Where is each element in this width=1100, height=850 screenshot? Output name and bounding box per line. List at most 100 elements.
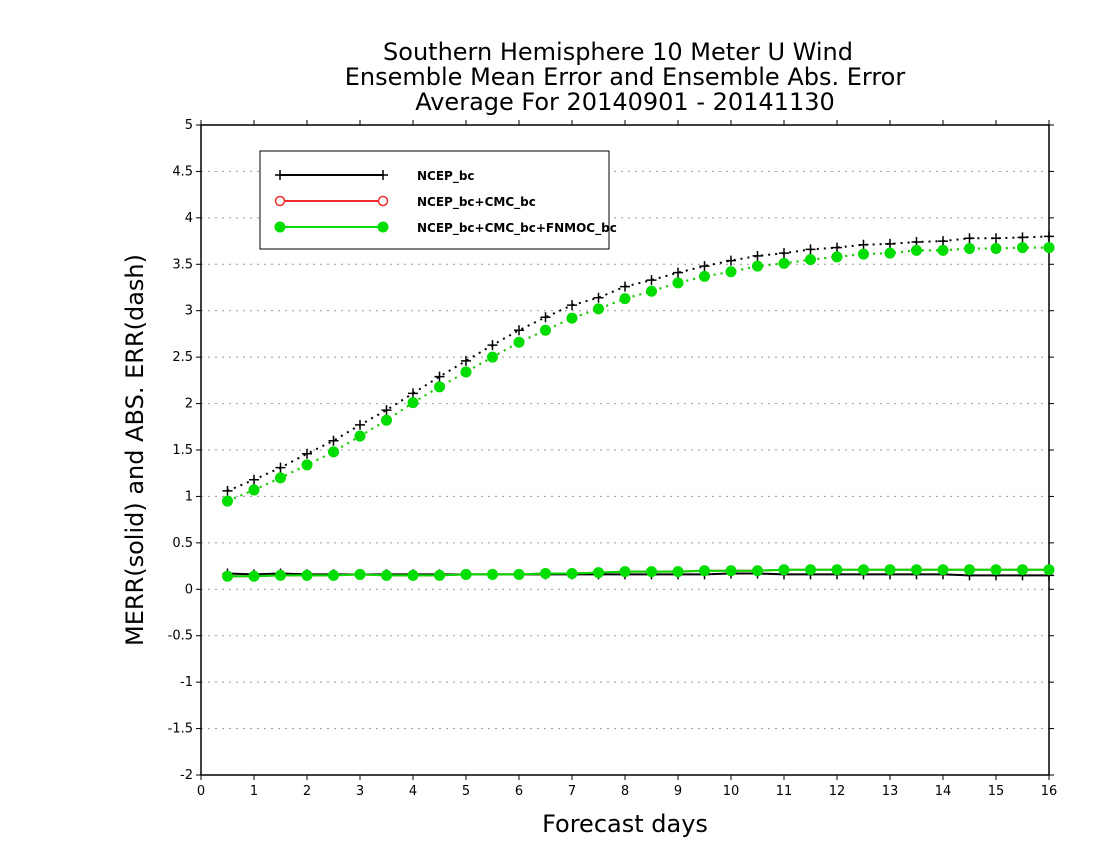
series-2-merr-point-25 [884, 564, 896, 576]
y-tick-label-13: 4.5 [172, 164, 193, 179]
series-0-abs-err-point-2 [275, 462, 286, 473]
series-0-abs-err-point-12 [540, 312, 551, 323]
title-line-1: Southern Hemisphere 10 Meter U Wind [383, 38, 853, 66]
series-2-merr-point-27 [937, 564, 949, 576]
series-2 [222, 242, 1055, 582]
series-0-abs-err-point-8 [434, 371, 445, 382]
series-2-merr-point-30 [1017, 564, 1028, 576]
x-tick-label-0: 0 [197, 784, 205, 799]
series-2-merr-point-15 [619, 566, 631, 578]
series-2-abs-err-point-26 [911, 244, 922, 256]
series-0-abs-err-point-7 [408, 388, 418, 399]
series-2-abs-err-point-25 [884, 247, 896, 259]
series-2-merr-point-20 [752, 565, 763, 577]
series-2-abs-err-point-16 [646, 285, 657, 297]
series-2-abs-err-point-8 [434, 381, 445, 393]
x-tick-label-8: 8 [621, 784, 629, 799]
series-0-abs-err-point-20 [752, 250, 763, 261]
y-tick-label-1: -1.5 [168, 722, 193, 737]
series-2-merr-point-7 [407, 569, 419, 581]
series-2-abs-err-point-7 [407, 397, 419, 409]
x-tick-label-12: 12 [829, 784, 846, 799]
title-line-2: Ensemble Mean Error and Ensemble Abs. Er… [345, 63, 906, 91]
series-0-abs-err-point-4 [328, 435, 339, 446]
series-0-abs-err-point-18 [699, 261, 710, 272]
series-2-merr-point-9 [460, 568, 472, 580]
series-0-abs-err-point-19 [726, 255, 736, 266]
series-2-abs-err-point-14 [593, 303, 604, 315]
series-2-merr-point-28 [964, 564, 975, 576]
x-tick-label-14: 14 [935, 784, 952, 799]
y-tick-label-14: 5 [185, 118, 193, 133]
series-2-abs-err-line [227, 246, 1049, 502]
y-tick-label-5: 0.5 [172, 536, 193, 551]
x-tick-label-11: 11 [776, 784, 793, 799]
series-1 [222, 242, 1055, 582]
series-2-abs-err-point-28 [964, 243, 975, 254]
series-2-abs-err-point-31 [1043, 242, 1055, 254]
series-0 [222, 231, 1054, 581]
x-tick-label-7: 7 [568, 784, 576, 799]
legend-marker-start-0 [275, 170, 285, 180]
series-0-abs-err-point-13 [567, 300, 577, 311]
series-group [222, 231, 1055, 582]
legend-marker-end-2 [377, 221, 389, 233]
series-2-abs-err-point-15 [619, 293, 631, 305]
y-tick-label-4: 0 [185, 582, 193, 597]
series-2-abs-err-point-10 [487, 351, 498, 363]
series-2-abs-err-point-22 [805, 254, 816, 266]
series-2-abs-err-point-21 [778, 257, 790, 269]
series-2-abs-err-point-30 [1017, 242, 1028, 254]
series-2-merr-point-10 [487, 568, 498, 580]
series-2-abs-err-point-6 [381, 414, 392, 426]
title-line-3: Average For 20140901 - 20141130 [415, 88, 835, 116]
series-2-abs-err-point-5 [354, 430, 366, 442]
series-2-abs-err-point-27 [937, 244, 949, 256]
series-2-abs-err-point-13 [566, 312, 578, 324]
series-0-abs-err-point-11 [514, 325, 524, 336]
series-0-abs-err-point-10 [487, 340, 498, 351]
chart-title: Southern Hemisphere 10 Meter U Wind Ense… [345, 38, 906, 116]
x-axis-label: Forecast days [542, 810, 708, 838]
series-2-merr-point-26 [911, 564, 922, 576]
legend: NCEP_bc NCEP_bc+CMC_bc NCEP_bc+CMC_bc+FNMO… [259, 150, 617, 250]
series-2-abs-err-point-1 [248, 484, 260, 496]
legend-label-0: NCEP_bc [417, 169, 475, 184]
series-2-merr-point-6 [381, 569, 392, 581]
series-2-abs-err-point-23 [831, 251, 843, 263]
x-tick-label-1: 1 [250, 784, 258, 799]
legend-label-2: NCEP_bc+CMC_bc+FNMOC_bc [417, 221, 617, 236]
series-2-merr-point-19 [725, 565, 737, 577]
series-2-abs-err-point-2 [275, 472, 286, 484]
series-2-abs-err-point-9 [460, 366, 472, 378]
series-2-merr-point-31 [1043, 564, 1055, 576]
series-0-abs-err-point-29 [991, 233, 1001, 244]
x-tick-label-5: 5 [462, 784, 470, 799]
series-2-abs-err-point-19 [725, 266, 737, 278]
x-tick-label-4: 4 [409, 784, 417, 799]
series-2-merr-point-22 [805, 564, 816, 576]
x-tick-label-3: 3 [356, 784, 364, 799]
y-tick-label-12: 4 [185, 211, 193, 226]
series-0-abs-err-line [227, 235, 1050, 492]
series-2-abs-err-point-11 [513, 336, 525, 348]
axes: -2-1.5-1-0.500.511.522.533.544.550 1 2 3 4 5 6… [168, 118, 1058, 799]
legend-label-1: NCEP_bc+CMC_bc [417, 195, 536, 210]
series-0-abs-err-point-22 [805, 244, 816, 255]
series-2-merr-point-14 [593, 567, 604, 579]
series-0-abs-err-point-25 [885, 238, 895, 249]
x-tick-label-6: 6 [515, 784, 523, 799]
y-tick-label-6: 1 [185, 489, 193, 504]
x-tick-label-9: 9 [674, 784, 682, 799]
y-tick-label-7: 1.5 [172, 443, 193, 458]
y-tick-label-11: 3.5 [172, 257, 193, 272]
series-0-abs-err-point-6 [381, 405, 392, 416]
gridlines [201, 170, 1049, 730]
x-tick-label-16: 16 [1041, 784, 1058, 799]
series-2-abs-err-point-4 [328, 446, 339, 458]
legend-marker-start-1 [274, 195, 286, 207]
series-2-merr-point-8 [434, 569, 445, 581]
x-tick-label-2: 2 [303, 784, 311, 799]
series-2-merr-point-24 [858, 564, 869, 576]
